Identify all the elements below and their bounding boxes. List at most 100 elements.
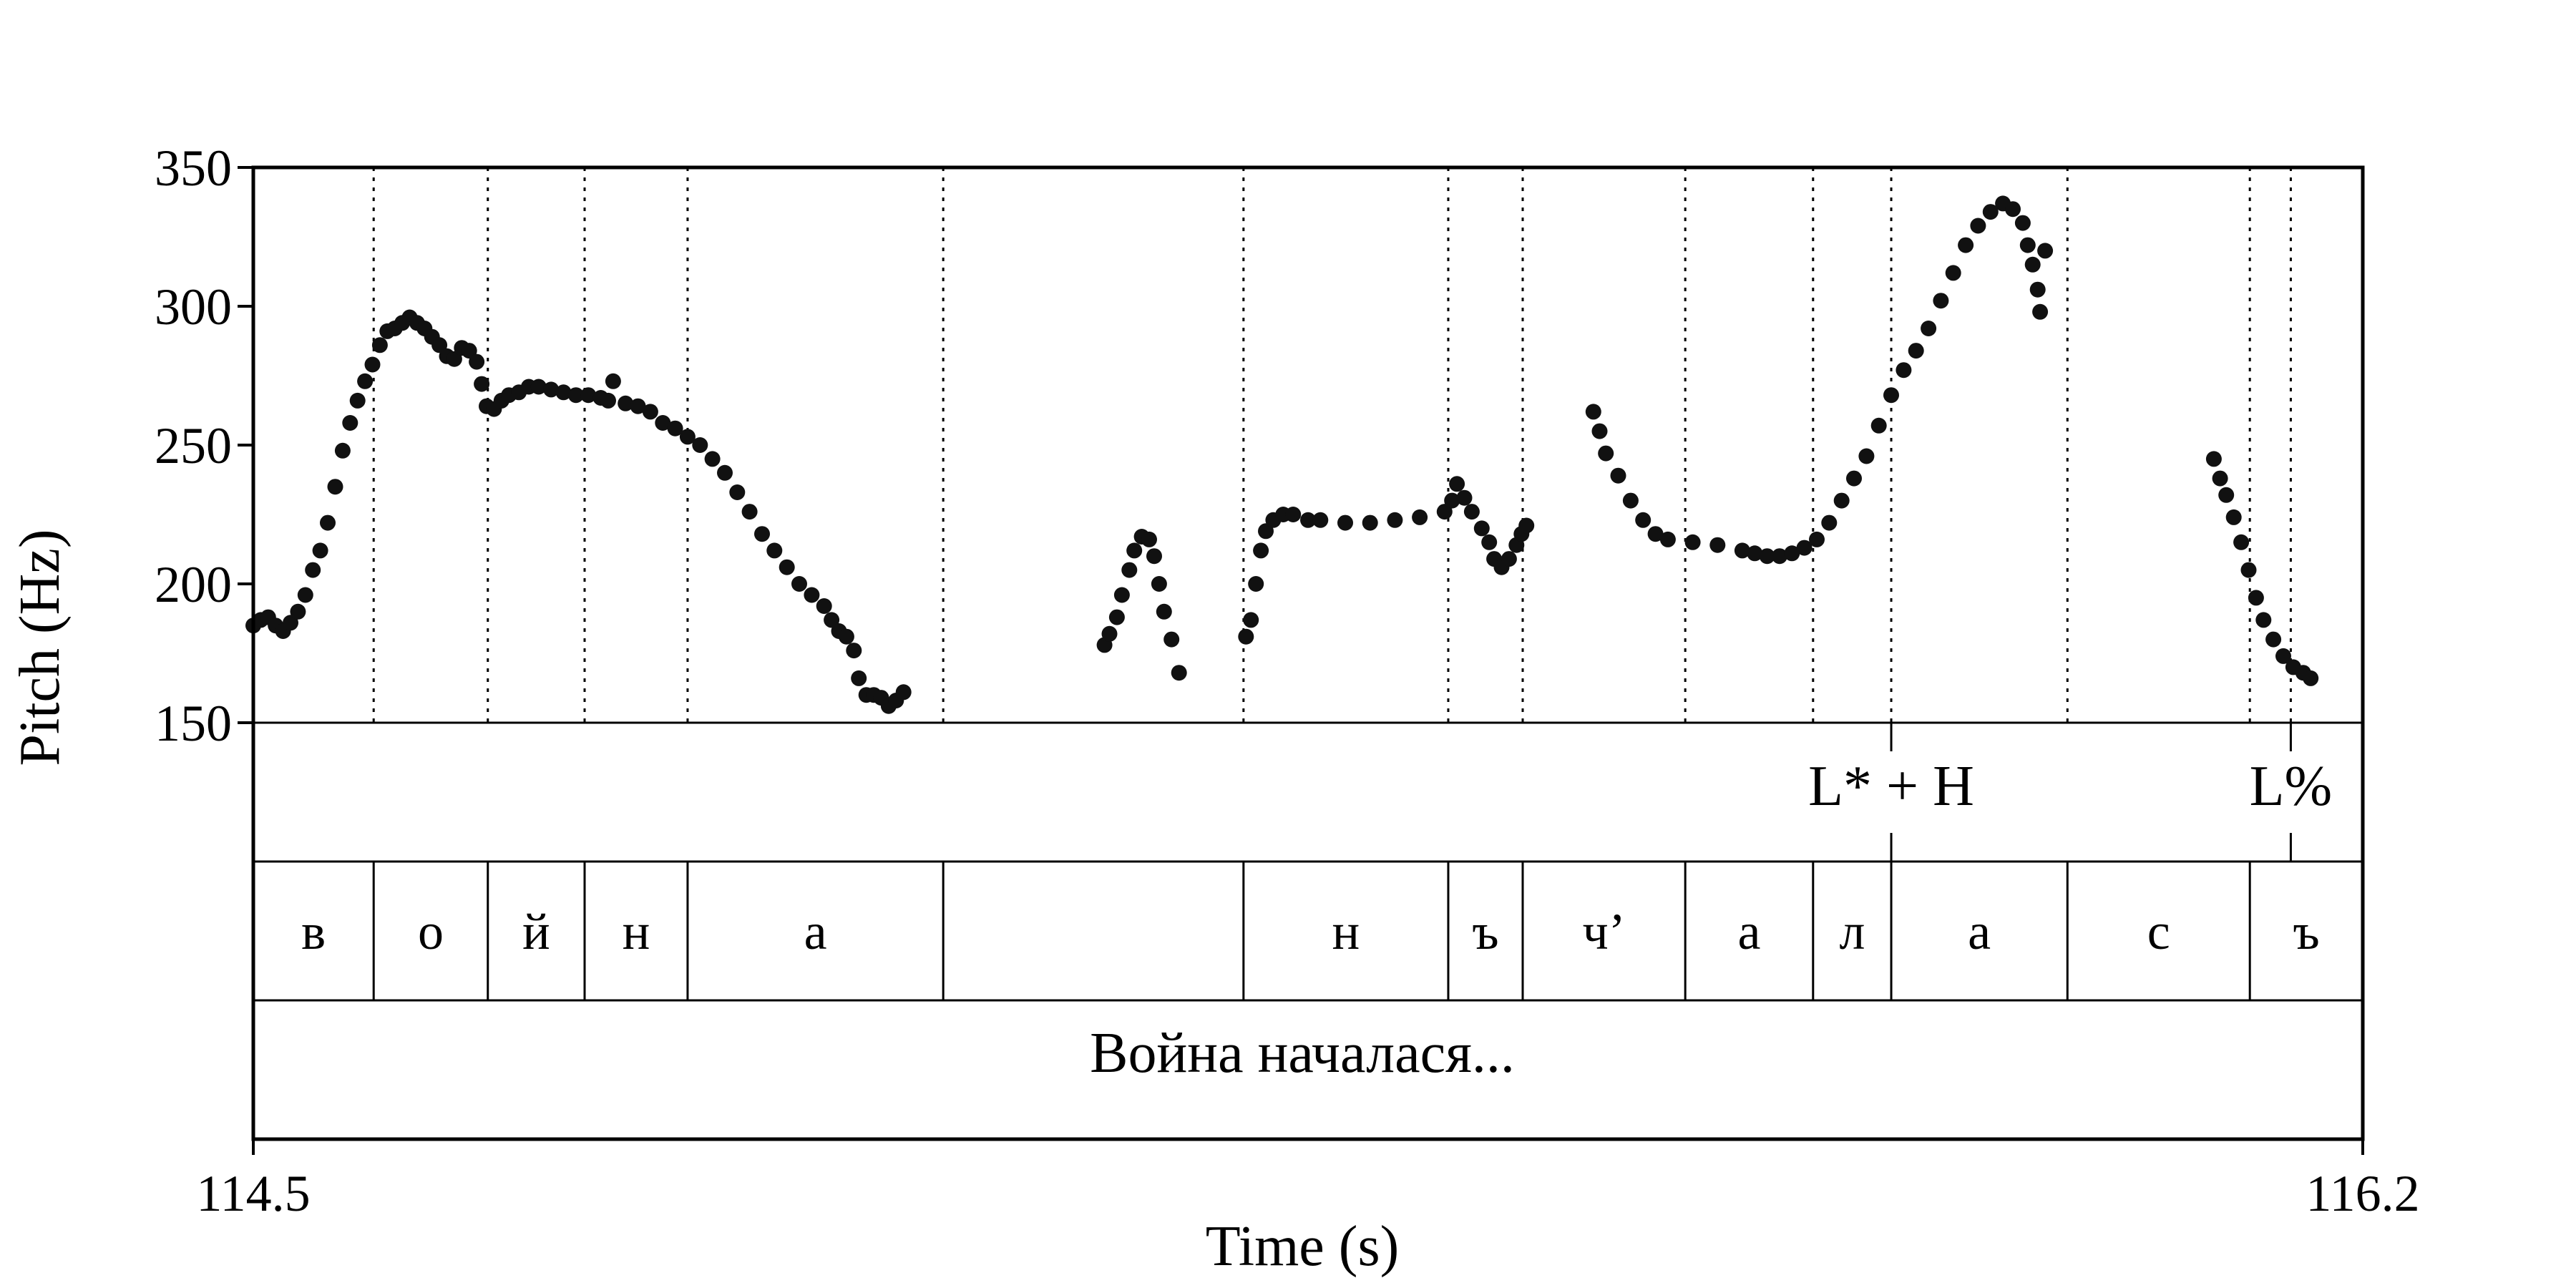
pitch-point (530, 379, 547, 395)
pitch-point (1846, 470, 1862, 487)
pitch-point (1243, 612, 1259, 628)
pitch-point (1772, 548, 1787, 565)
pitch-point (334, 442, 351, 459)
pitch-point (1151, 576, 1167, 592)
segment-label: ъ (2293, 903, 2319, 960)
pitch-point (2248, 590, 2264, 606)
pitch-point (2037, 243, 2054, 259)
pitch-point (342, 415, 358, 431)
pitch-point (766, 542, 783, 559)
pitch-point (469, 353, 485, 370)
segment-label: й (522, 903, 550, 960)
pitch-point (283, 615, 298, 631)
pitch-point (1709, 537, 1726, 553)
pitch-point (1970, 218, 1986, 234)
pitch-point (2024, 256, 2041, 273)
pitch-point (1821, 514, 1838, 531)
pitch-point (2240, 562, 2257, 578)
pitch-point (461, 343, 477, 359)
pitch-point (692, 437, 708, 453)
pitch-point (2255, 612, 2272, 628)
pitch-point (1312, 512, 1329, 528)
segment-label: а (1968, 903, 1991, 960)
pitch-point (1141, 531, 1157, 547)
pitch-point (312, 542, 328, 559)
pitch-point (704, 451, 721, 467)
pitch-point (567, 387, 584, 404)
pitch-point (1444, 492, 1460, 509)
tone-label: L% (2250, 755, 2333, 818)
pitch-point (364, 356, 381, 373)
pitch-point (1412, 509, 1428, 525)
pitch-track (245, 195, 2319, 714)
pitch-point (816, 598, 832, 614)
x-tick-label: 116.2 (2306, 1165, 2419, 1222)
y-axis: 150 200 250 300 350 (155, 140, 253, 752)
pitch-point (642, 404, 658, 420)
segment-label: ч’ (1582, 903, 1625, 960)
pitch-point (580, 387, 597, 404)
pitch-point (1684, 534, 1701, 550)
pitch-point (1870, 417, 1887, 434)
pitch-point (2019, 237, 2036, 253)
pitch-point (1387, 512, 1403, 528)
pitch-point (791, 576, 807, 592)
pitch-point (600, 392, 616, 409)
pitch-point (371, 337, 388, 353)
segment-label: а (1737, 903, 1760, 960)
frame-border (251, 165, 2365, 1141)
pitch-point (1449, 476, 1465, 492)
pitch-point (1456, 489, 1473, 506)
pitch-point (846, 643, 862, 659)
x-tick-label: 114.5 (196, 1165, 310, 1222)
pitch-point (895, 684, 912, 701)
utterance-label: Война началася... (1090, 1022, 1515, 1085)
pitch-point (1622, 492, 1639, 509)
pitch-point (2205, 451, 2222, 467)
pitch-point (1921, 321, 1937, 336)
pitch-point (327, 479, 343, 495)
pitch-point (679, 429, 696, 445)
pitch-point (838, 628, 854, 645)
pitch-point (1635, 512, 1652, 528)
pitch-point (1833, 492, 1850, 509)
segment-label: н (1332, 903, 1360, 960)
pitch-point (667, 420, 683, 436)
pitch-point (741, 504, 758, 520)
pitch-point (1481, 534, 1498, 550)
pitch-point (2014, 215, 2031, 231)
pitch-point (2032, 303, 2049, 320)
pitch-point (1585, 404, 1601, 420)
pitch-point (2005, 201, 2021, 218)
pitch-point (1285, 507, 1302, 522)
plot-frame (251, 165, 2365, 1141)
pitch-point (431, 337, 448, 353)
pitch-point (1747, 545, 1763, 562)
pitch-point (1759, 548, 1775, 565)
pitch-point (1610, 467, 1626, 484)
segment-label: ъ (1472, 903, 1498, 960)
y-tick-label: 250 (155, 417, 232, 474)
pitch-point (2029, 281, 2046, 298)
pitch-point (555, 384, 572, 401)
pitch-point (446, 351, 462, 367)
pitch-point (1248, 576, 1264, 592)
pitch-point (2275, 648, 2291, 664)
pitch-point (1253, 542, 1269, 559)
pitch-point (729, 484, 746, 500)
pitch-point (2212, 470, 2228, 487)
pitch-point (297, 587, 313, 603)
pitch-point (305, 562, 321, 578)
pitch-point (1784, 545, 1800, 562)
segment-label: н (623, 903, 650, 960)
pitch-point (824, 612, 840, 628)
pitch-point (349, 392, 366, 409)
pitch-point (2225, 509, 2242, 525)
pitch-point (1501, 551, 1517, 567)
pitch-point (618, 395, 634, 411)
segment-label: о (418, 903, 444, 960)
y-tick-label: 200 (155, 556, 232, 613)
pitch-point (1982, 204, 1999, 220)
y-tick-label: 300 (155, 278, 232, 336)
